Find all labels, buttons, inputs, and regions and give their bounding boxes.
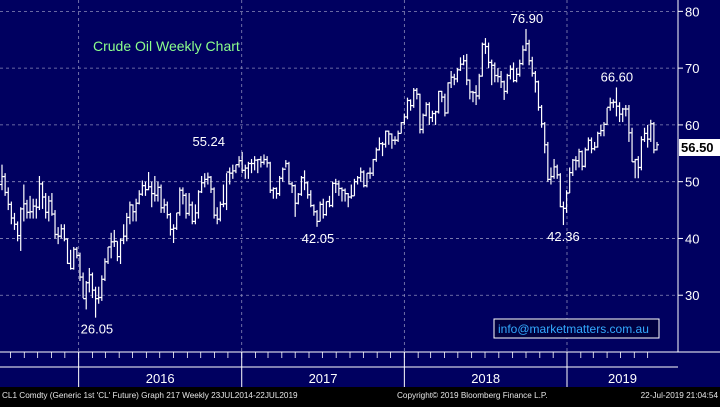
footer-copyright: Copyright© 2019 Bloomberg Finance L.P.	[397, 391, 548, 400]
footer-timestamp: 22-Jul-2019 21:04:54	[641, 391, 719, 400]
x-axis: 2016 2017 2018 2019	[10, 352, 649, 387]
x-tick-label: 2016	[146, 371, 175, 386]
ohlc-bars	[0, 28, 659, 318]
last-price-badge: 56.50	[679, 139, 720, 156]
price-annotation: 76.90	[511, 11, 544, 26]
y-tick-label: 40	[685, 231, 699, 246]
price-annotation: 26.05	[81, 322, 114, 337]
x-tick-label: 2017	[309, 371, 338, 386]
watermark: info@marketmatters.com.au	[493, 318, 660, 339]
y-axis-panel	[678, 0, 720, 352]
y-tick-label: 80	[685, 4, 699, 19]
watermark-box	[493, 318, 660, 339]
x-tick-label: 2019	[608, 371, 637, 386]
x-axis-panel	[0, 352, 720, 387]
price-annotation: 42.05	[302, 231, 335, 246]
price-annotation: 55.24	[192, 134, 225, 149]
footer-bar	[0, 387, 720, 402]
ohlc-bar	[655, 141, 659, 151]
y-axis: 30 40 50 60 70 80	[678, 4, 699, 303]
footer-info: CL1 Comdty (Generic 1st 'CL' Future) Gra…	[2, 391, 298, 400]
last-price-box	[679, 139, 720, 156]
chart-title: Crude Oil Weekly Chart	[93, 38, 240, 54]
x-tick-label: 2018	[471, 371, 500, 386]
watermark-link[interactable]: info@marketmatters.com.au	[498, 322, 649, 336]
plot-area	[0, 0, 678, 352]
price-annotation: 66.60	[601, 69, 634, 84]
price-annotation: 42.36	[547, 229, 580, 244]
last-price-label: 56.50	[681, 140, 714, 155]
y-tick-label: 70	[685, 61, 699, 76]
y-tick-label: 60	[685, 118, 699, 133]
annotations: 26.05 55.24 42.05 76.90 42.36 66.60	[81, 11, 634, 337]
y-tick-label: 50	[685, 175, 699, 190]
y-tick-label: 30	[685, 288, 699, 303]
